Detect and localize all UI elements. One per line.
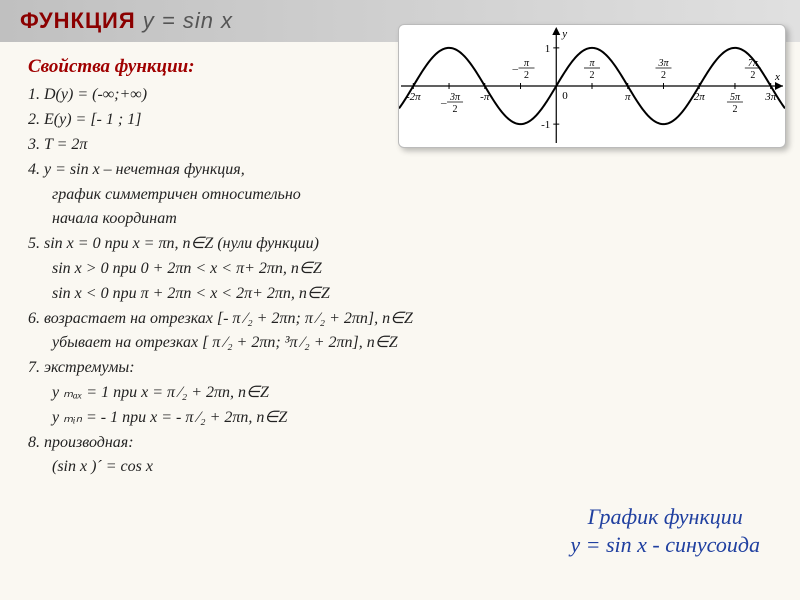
prop-7c: y ₘᵢₙ = - 1 при x = - π ∕₂ + 2πn, n∈Z (28, 406, 780, 431)
svg-text:–: – (512, 63, 519, 75)
sine-svg: -2π-ππ2π3π–3π2–π2π23π25π27π2-110xy (399, 25, 785, 147)
prop-8a: 8. производная: (28, 431, 780, 456)
svg-text:2: 2 (732, 104, 737, 115)
svg-text:2: 2 (524, 70, 529, 81)
svg-text:3π: 3π (657, 58, 669, 69)
title-rest: y = sin x (136, 8, 233, 33)
svg-text:-π: -π (480, 91, 490, 103)
svg-text:2: 2 (590, 70, 595, 81)
prop-6a: 6. возрастает на отрезках [- π ∕₂ + 2πn;… (28, 307, 780, 332)
prop-8b: (sin x )´ = cos x (28, 455, 780, 480)
prop-5c: sin x < 0 при π + 2πn < x < 2π+ 2πn, n∈Z (28, 282, 780, 307)
svg-text:5π: 5π (730, 92, 741, 103)
svg-text:2π: 2π (694, 91, 706, 103)
prop-5b: sin x > 0 при 0 + 2πn < x < π+ 2πn, n∈Z (28, 257, 780, 282)
caption-line-2: y = sin x - синусоида (570, 531, 760, 560)
svg-text:-1: -1 (541, 119, 550, 131)
svg-text:π: π (589, 58, 595, 69)
prop-5a: 5. sin x = 0 при x = πn, n∈Z (нули функц… (28, 232, 780, 257)
prop-6b: убывает на отрезках [ π ∕₂ + 2πn; ³π ∕₂ … (28, 331, 780, 356)
prop-7a: 7. экстремумы: (28, 356, 780, 381)
svg-text:-2π: -2π (406, 91, 421, 103)
caption-line-1: График функции (570, 503, 760, 532)
prop-4a: 4. y = sin x – нечетная функция, (28, 158, 780, 183)
graph-caption: График функции y = sin x - синусоида (570, 503, 760, 560)
prop-4c: начала координат (28, 207, 780, 232)
svg-text:1: 1 (545, 43, 551, 55)
svg-text:–: – (440, 97, 447, 109)
svg-text:3π: 3π (449, 92, 461, 103)
svg-text:π: π (524, 58, 530, 69)
svg-text:7π: 7π (748, 58, 759, 69)
prop-4b: график симметричен относительно (28, 183, 780, 208)
svg-text:3π: 3π (764, 91, 777, 103)
prop-7b: y ₘₐₓ = 1 при x = π ∕₂ + 2πn, n∈Z (28, 381, 780, 406)
svg-text:2: 2 (750, 70, 755, 81)
svg-text:π: π (625, 91, 631, 103)
sine-chart: -2π-ππ2π3π–3π2–π2π23π25π27π2-110xy (398, 24, 786, 148)
svg-text:y: y (561, 28, 567, 40)
svg-text:0: 0 (562, 90, 568, 102)
svg-text:x: x (774, 71, 780, 83)
svg-text:2: 2 (453, 104, 458, 115)
svg-text:2: 2 (661, 70, 666, 81)
title-caps: ФУНКЦИЯ (20, 8, 136, 33)
